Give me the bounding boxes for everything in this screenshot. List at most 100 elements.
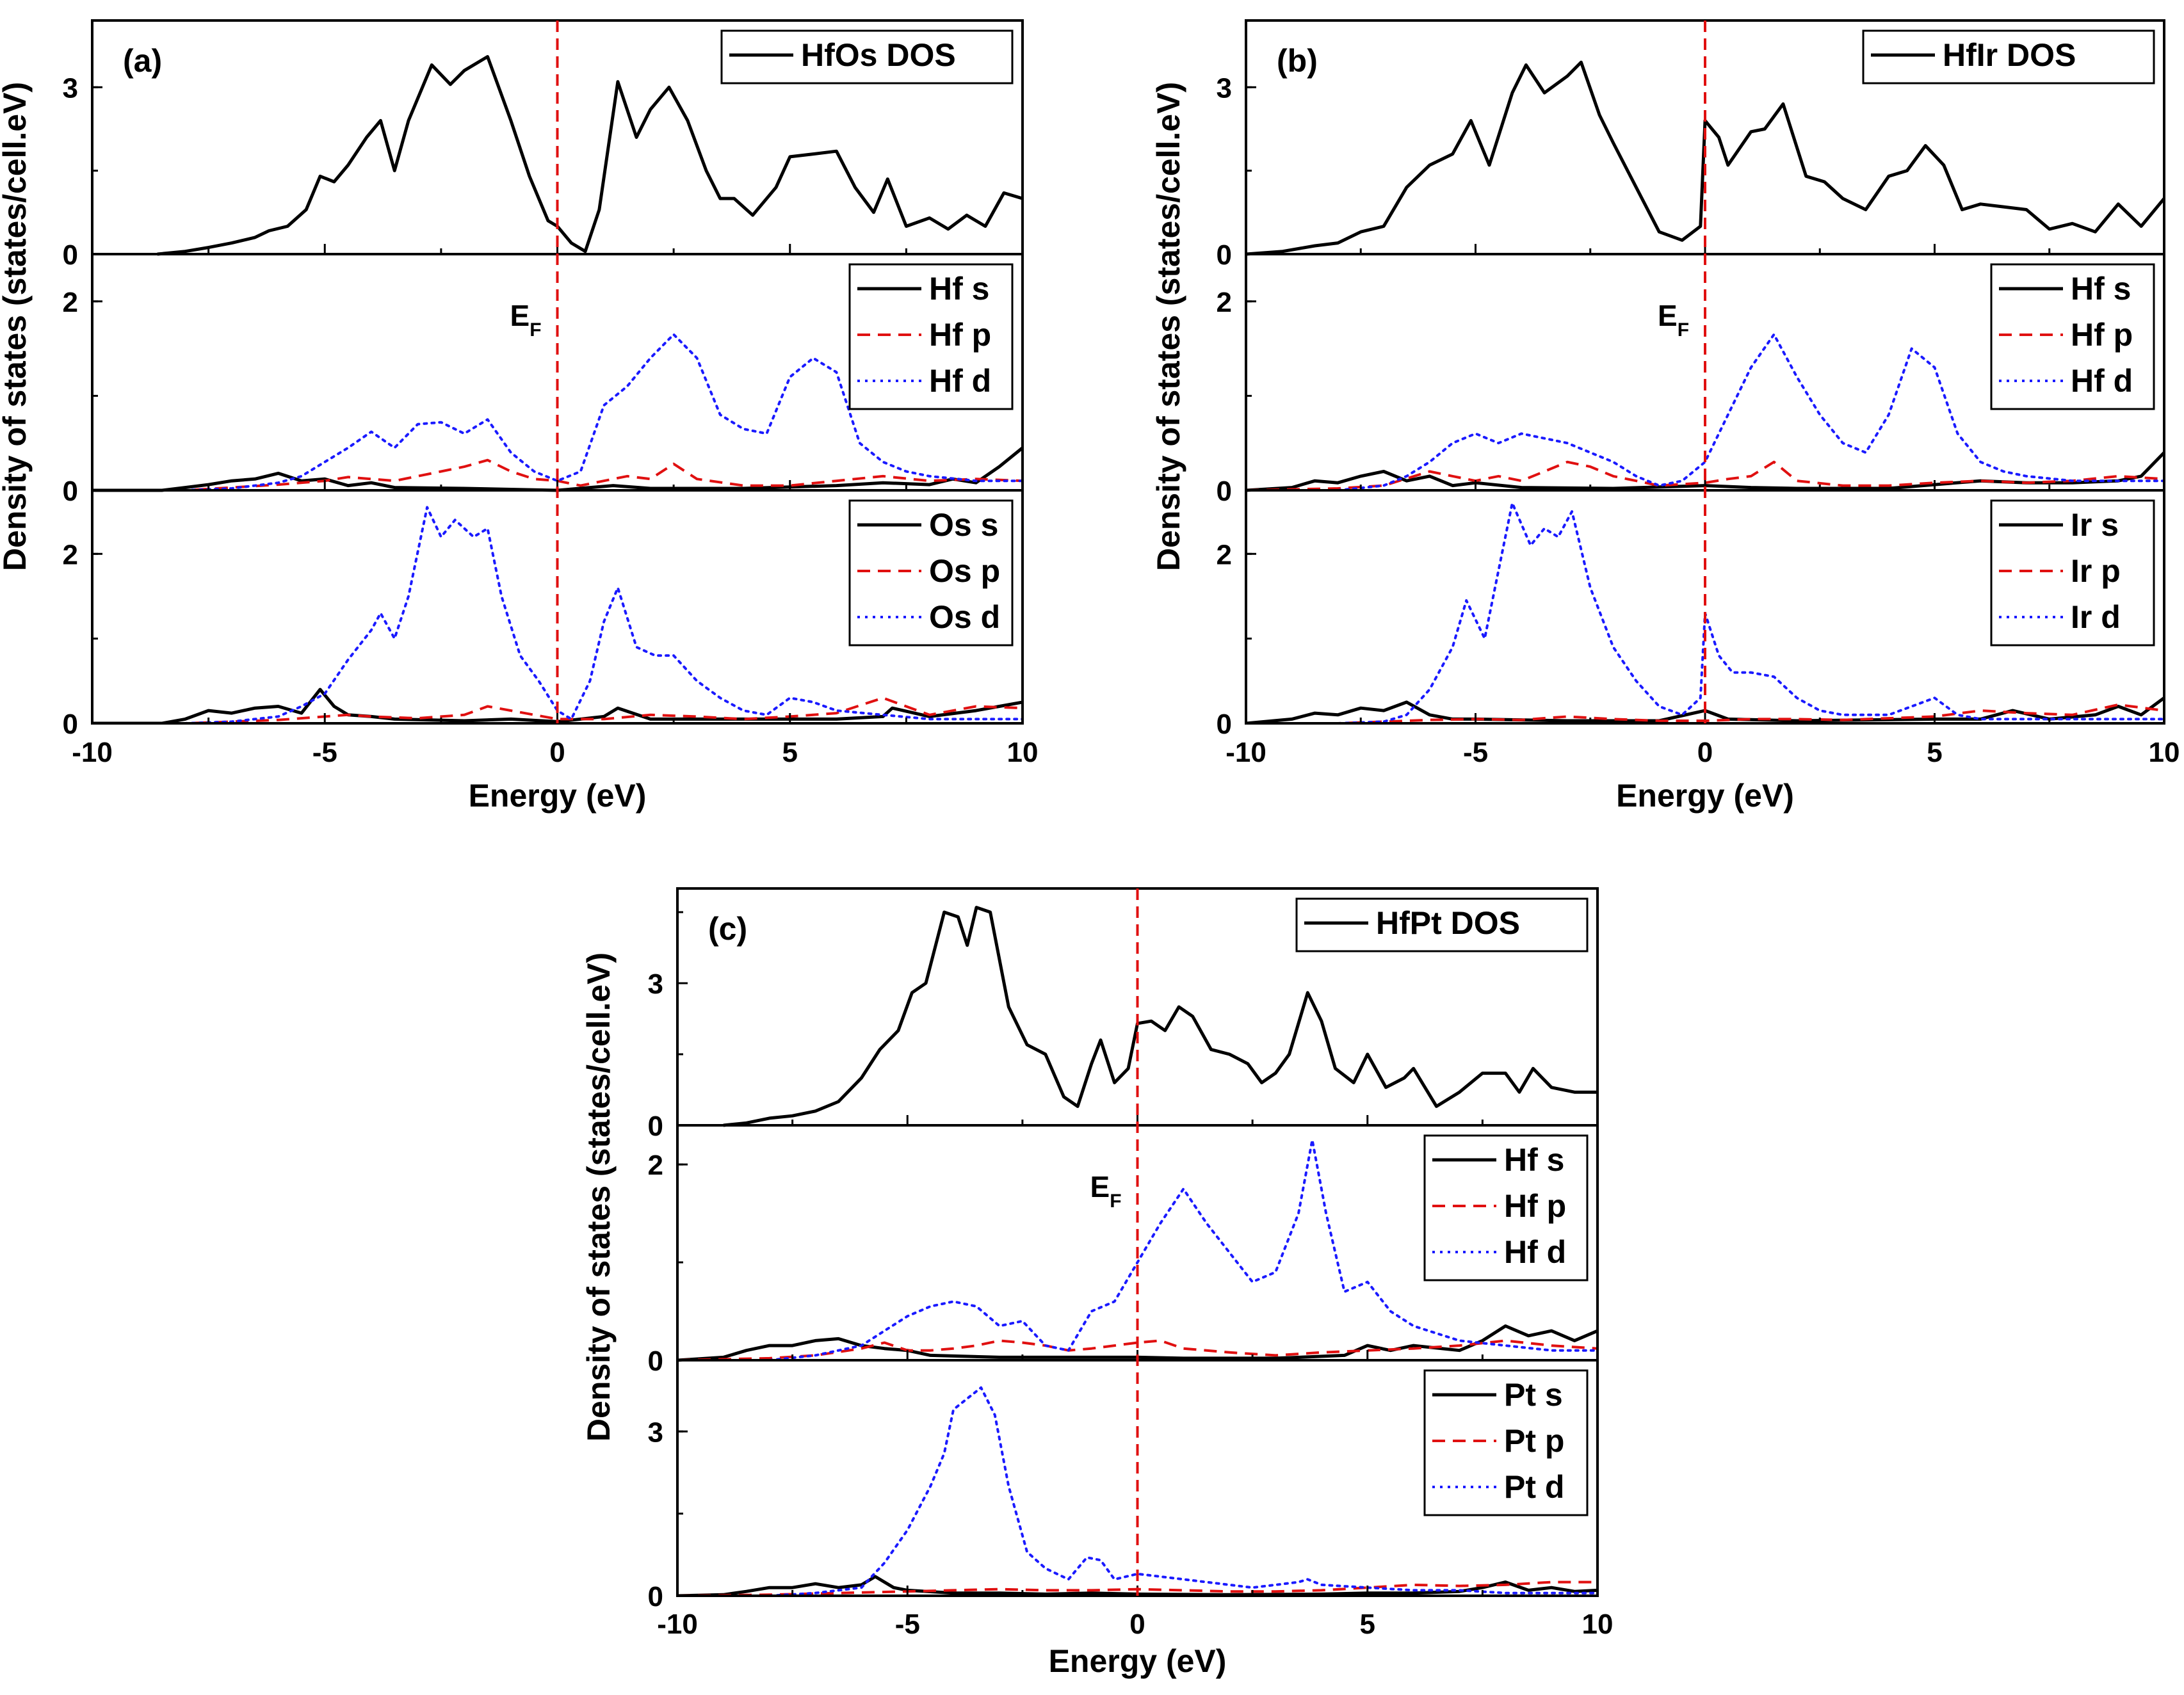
panel-hfos: 0 3 HfOs DOS 0 2 Hf s Hf p Hf d 0 2 Os s Os p Os d -1… [0, 19, 1039, 814]
series-line-hf-d [92, 333, 1023, 492]
x-tick-label: 5 [1360, 1609, 1375, 1640]
x-tick-label: -10 [72, 737, 113, 768]
fermi-label-sub: F [1678, 319, 1689, 341]
y-tick-label: 2 [1217, 539, 1232, 570]
y-tick-label: 2 [1217, 287, 1232, 318]
y-tick-label: 3 [648, 1417, 663, 1448]
x-tick-label: 0 [1697, 737, 1713, 768]
y-tick-label: 0 [1217, 239, 1232, 271]
legend-entry: Ir s [2071, 507, 2119, 543]
legend-entry: Os d [929, 599, 1000, 635]
y-axis-label: Density of states (states/cell.eV) [581, 952, 617, 1442]
fermi-label-sub: F [1110, 1191, 1121, 1212]
legend-entry: Pt d [1504, 1469, 1564, 1505]
panel-label: (c) [708, 911, 747, 947]
x-tick-label: 0 [549, 737, 565, 768]
x-tick-label: 10 [1007, 737, 1039, 768]
x-axis-label: Energy (eV) [1049, 1643, 1227, 1679]
fermi-label-sub: F [530, 319, 541, 341]
x-axis-label: Energy (eV) [469, 778, 647, 814]
x-tick-label: 5 [1927, 737, 1942, 768]
series-group [1246, 501, 2164, 723]
legend-entry: Hf s [2071, 271, 2131, 307]
fermi-label-main: E [1658, 299, 1678, 332]
legend-entry: Os p [929, 553, 1000, 589]
series-line-hf-p [677, 1339, 1598, 1362]
series-line-os-s [92, 687, 1023, 723]
series-line-hfir-dos [1246, 60, 2164, 256]
fermi-label: EF [1658, 299, 1689, 341]
legend-entry: Hf d [1504, 1234, 1566, 1270]
series-group [677, 1386, 1598, 1596]
legend-entry: Hf p [929, 317, 991, 353]
x-tick-label: 10 [1582, 1609, 1614, 1640]
x-tick-label: 10 [2149, 737, 2180, 768]
subplot-ir: 0 2 Ir s Ir p Ir d [1217, 499, 2164, 740]
legend-entry: Hf d [929, 363, 991, 399]
y-tick-label: 0 [1217, 709, 1232, 740]
x-tick-label: 0 [1129, 1609, 1145, 1640]
series-line-hf-p [92, 458, 1023, 492]
y-tick-label: 2 [63, 287, 78, 318]
legend-box [720, 29, 1014, 84]
series-line-hf-d [677, 1138, 1598, 1362]
x-tick-label: -5 [895, 1609, 920, 1640]
series-group [1246, 60, 2164, 256]
legend-entry: Ir p [2071, 553, 2121, 589]
y-tick-label: 0 [648, 1346, 663, 1377]
series-group [723, 906, 1598, 1127]
subplot-total: 0 3 HfPt DOS [648, 897, 1598, 1142]
legend-entry: Os s [929, 507, 998, 543]
y-tick-label: 2 [648, 1150, 663, 1181]
legend-entry: HfIr DOS [1943, 37, 2076, 73]
series-line-hf-d [1246, 333, 2164, 492]
y-tick-label: 0 [63, 709, 78, 740]
subplot-os: 0 2 Os s Os p Os d [63, 499, 1023, 740]
x-tick-label: -5 [1463, 737, 1488, 768]
series-line-os-d [92, 506, 1023, 723]
y-tick-label: 0 [648, 1581, 663, 1612]
legend-box [1295, 897, 1589, 952]
legend-entry: HfOs DOS [801, 37, 956, 73]
y-tick-label: 2 [63, 539, 78, 570]
fermi-label-main: E [1090, 1170, 1110, 1203]
series-line-hfos-dos [157, 55, 1023, 256]
subplot-hf: 0 2 Hf s Hf p Hf d [63, 263, 1023, 507]
panel-hfpt: 0 3 HfPt DOS 0 2 Hf s Hf p Hf d 0 3 Pt s Pt p Pt d -1… [581, 887, 1614, 1679]
series-line-pt-d [677, 1386, 1598, 1596]
y-tick-label: 3 [1217, 72, 1232, 104]
legend-entry: Hf d [2071, 363, 2133, 399]
subplot-hf: 0 2 Hf s Hf p Hf d [648, 1134, 1598, 1377]
series-line-hf-s [92, 446, 1023, 492]
y-axis-label: Density of states (states/cell.eV) [0, 82, 33, 571]
y-tick-label: 0 [648, 1111, 663, 1142]
fermi-label: EF [510, 299, 542, 341]
y-tick-label: 0 [63, 476, 78, 507]
y-tick-label: 3 [63, 72, 78, 104]
legend-entry: Hf s [1504, 1142, 1564, 1178]
series-group [1246, 333, 2164, 492]
subplot-pt: 0 3 Pt s Pt p Pt d [648, 1369, 1598, 1612]
series-line-os-p [92, 696, 1023, 723]
fermi-label-main: E [510, 299, 530, 332]
panel-label: (b) [1277, 43, 1318, 79]
y-tick-label: 3 [648, 968, 663, 1000]
y-tick-label: 0 [63, 239, 78, 271]
x-tick-label: -10 [1225, 737, 1266, 768]
subplot-total: 0 3 HfOs DOS [63, 29, 1023, 271]
y-tick-label: 0 [1217, 476, 1232, 507]
series-group [157, 55, 1023, 256]
x-tick-label: -10 [657, 1609, 698, 1640]
y-axis-label: Density of states (states/cell.eV) [1151, 82, 1186, 571]
series-line-hf-p [1246, 460, 2164, 492]
panel-hfir: 0 3 HfIr DOS 0 2 Hf s Hf p Hf d 0 2 Ir s Ir p Ir d -1… [1151, 19, 2180, 814]
legend-entry: Pt s [1504, 1377, 1563, 1413]
series-line-pt-p [677, 1580, 1598, 1596]
legend-entry: Pt p [1504, 1423, 1564, 1459]
legend-entry: Hf s [929, 271, 989, 307]
series-group [92, 333, 1023, 492]
series-line-hfpt-dos [723, 906, 1598, 1127]
x-axis-label: Energy (eV) [1616, 778, 1794, 814]
